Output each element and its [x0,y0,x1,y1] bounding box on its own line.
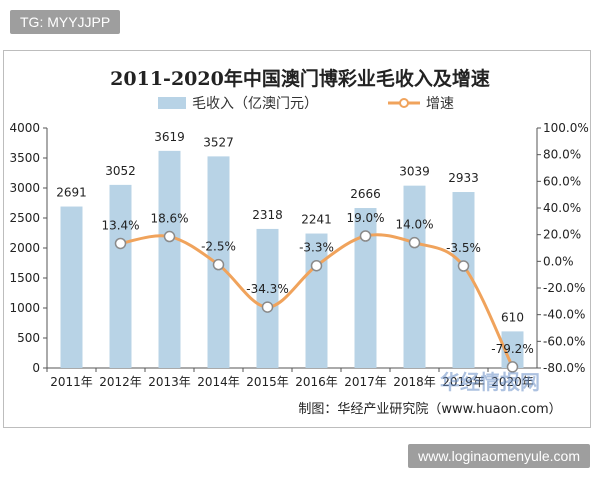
chart-title: 2011-2020年中国澳门博彩业毛收入及增速 [110,67,490,90]
y-tick-label-right: -20.0% [543,281,585,295]
bar-data-label: 2933 [448,171,479,185]
legend-swatch-marker [399,98,409,108]
chart-frame [3,50,591,428]
x-tick-label: 2012年 [99,375,142,389]
source-note: 制图：华经产业研究院（www.huaon.com） [298,402,561,417]
bar-data-label: 2318 [252,208,283,222]
growth-data-label: -34.3% [246,282,288,296]
growth-point [506,361,519,373]
growth-data-label: -2.5% [201,240,236,254]
x-tick-label: 2014年 [197,375,240,389]
bar [109,184,132,368]
bar [354,208,377,368]
y-tick-label-left: 1000 [9,301,40,315]
y-tick-label-left: 500 [17,331,40,345]
growth-data-label: 13.4% [101,218,139,232]
bar-data-label: 2691 [56,186,87,200]
growth-point [408,236,421,249]
bar [158,150,181,368]
x-tick-label: 2013年 [148,375,191,389]
bar [60,206,83,368]
legend-label-bar: 毛收入（亿澳门元） [192,96,318,112]
x-tick-label: 2016年 [295,375,338,389]
x-tick-label: 2019年 [442,375,485,389]
growth-data-label: 19.0% [346,211,384,225]
y-tick-label-right: 80.0% [543,148,581,162]
bar-data-label: 2666 [350,187,381,201]
y-tick-label-left: 0 [32,361,40,375]
x-tick-label: 2015年 [246,375,289,389]
growth-data-label: -79.2% [491,342,533,356]
x-tick-label: 2011年 [50,375,93,389]
y-tick-label-right: -40.0% [543,308,585,322]
watermark-text: 华经情报网 [440,370,540,394]
y-tick-label-left: 4000 [9,121,40,135]
bar [452,192,475,368]
bar-data-label: 3052 [105,164,136,178]
growth-point [114,237,127,250]
growth-point [163,230,176,243]
x-tick-label: 2018年 [393,375,436,389]
y-tick-label-right: 100.0% [543,121,589,135]
footer-url: www.loginaomenyule.com [408,444,590,468]
bar-data-label: 2241 [301,213,332,227]
header-tag: TG: MYYJJPP [10,10,121,34]
legend-label-line: 增速 [426,96,454,112]
y-tick-label-left: 3500 [9,151,40,165]
bar-data-label: 3619 [154,130,185,144]
growth-data-label: 14.0% [395,218,433,232]
x-tick-label: 2020年 [491,375,534,389]
growth-point [359,230,372,242]
y-tick-label-left: 1500 [9,271,40,285]
legend-swatch-bar [158,97,186,109]
y-tick-label-right: -60.0% [543,334,585,348]
bar-data-label: 610 [501,310,524,324]
bar [256,228,279,368]
y-tick-label-right: 60.0% [543,174,581,188]
bar-data-label: 3039 [399,165,430,179]
y-tick-label-right: 0.0% [543,254,574,268]
bar-data-label: 3527 [203,135,234,149]
growth-point [261,301,274,313]
bar [403,185,426,368]
growth-data-label: 18.6% [150,212,188,226]
growth-data-label: -3.5% [446,241,481,255]
y-tick-label-right: 40.0% [543,201,581,215]
growth-point [457,260,470,272]
bar [501,331,524,368]
growth-data-label: -3.3% [299,241,334,255]
y-tick-label-right: -80.0% [543,361,585,375]
y-tick-label-left: 2500 [9,211,40,225]
growth-point [310,259,323,272]
y-tick-label-left: 2000 [9,241,40,255]
y-tick-label-left: 3000 [9,181,40,195]
growth-point [212,258,225,271]
y-tick-label-right: 20.0% [543,228,581,242]
x-tick-label: 2017年 [344,375,387,389]
